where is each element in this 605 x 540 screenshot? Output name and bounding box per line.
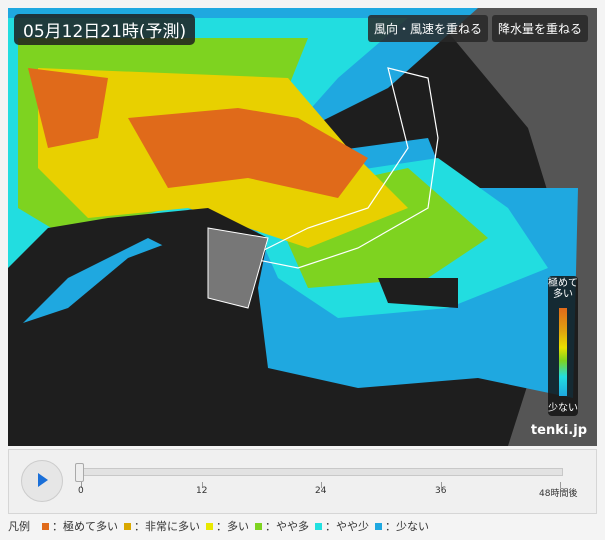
scale-bottom-label: 少ない bbox=[548, 403, 578, 414]
play-button[interactable] bbox=[21, 460, 63, 502]
legend-title: 凡例 bbox=[8, 520, 30, 533]
timeline-handle[interactable] bbox=[75, 463, 84, 482]
tick-label: 36 bbox=[435, 486, 447, 496]
rain-overlay-button[interactable]: 降水量を重ねる bbox=[492, 15, 589, 42]
map-graphic bbox=[8, 8, 597, 446]
legend-item: ：やや少 bbox=[315, 518, 369, 534]
tick-label: 48時間後 bbox=[539, 489, 578, 499]
legend-item: ：少ない bbox=[375, 518, 429, 534]
legend: 凡例 ：極めて多い ：非常に多い ：多い ：やや多 ：やや少 ：少ない bbox=[8, 518, 429, 534]
color-scale: 極めて多い 少ない bbox=[548, 276, 578, 416]
tick-label: 12 bbox=[196, 486, 208, 496]
forecast-title: 05月12日21時(予測) bbox=[14, 14, 196, 45]
tick-label: 0 bbox=[78, 486, 84, 496]
tenki-logo: tenki.jp bbox=[530, 423, 587, 438]
timeline-player: 0 12 24 36 48時間後 bbox=[8, 449, 597, 514]
scale-bar bbox=[559, 308, 567, 396]
legend-item: ：多い bbox=[206, 518, 249, 534]
tick-label: 24 bbox=[315, 486, 327, 496]
legend-item: ：非常に多い bbox=[124, 518, 200, 534]
legend-item: ：極めて多い bbox=[42, 518, 118, 534]
legend-item: ：やや多 bbox=[255, 518, 309, 534]
play-icon bbox=[38, 473, 48, 487]
pm25-map: 05月12日21時(予測) 風向・風速を重ねる 降水量を重ねる 極めて多い 少な… bbox=[8, 8, 597, 446]
wind-overlay-button[interactable]: 風向・風速を重ねる bbox=[368, 15, 489, 42]
timeline-slider[interactable] bbox=[79, 468, 563, 476]
scale-top-label: 極めて多い bbox=[548, 278, 578, 300]
